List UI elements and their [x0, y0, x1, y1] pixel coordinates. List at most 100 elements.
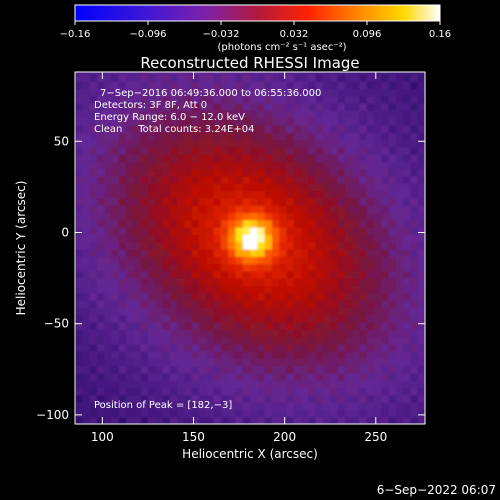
- heatmap-cell: [417, 241, 425, 250]
- heatmap-cell: [140, 372, 149, 381]
- heatmap-cell: [82, 299, 91, 308]
- heatmap-cell: [206, 219, 215, 228]
- heatmap-cell: [352, 329, 360, 338]
- heatmap-cell: [410, 95, 419, 104]
- heatmap-cell: [257, 402, 266, 411]
- heatmap-cell: [301, 270, 309, 279]
- heatmap-cell: [104, 212, 113, 221]
- heatmap-cell: [395, 72, 404, 75]
- heatmap-cell: [89, 117, 98, 126]
- heatmap-cell: [395, 73, 404, 82]
- heatmap-cell: [126, 307, 134, 316]
- heatmap-cell: [264, 183, 273, 192]
- heatmap-cell: [373, 336, 382, 345]
- heatmap-cell: [242, 81, 251, 90]
- heatmap-cell: [191, 358, 200, 367]
- heatmap-cell: [191, 270, 200, 279]
- heatmap-cell: [257, 88, 266, 97]
- heatmap-cell: [359, 307, 368, 316]
- heatmap-cell: [293, 329, 302, 338]
- heatmap-cell: [82, 358, 91, 367]
- heatmap-cell: [111, 241, 120, 250]
- heatmap-cell: [359, 351, 368, 359]
- heatmap-cell: [395, 197, 404, 206]
- heatmap-cell: [162, 248, 171, 257]
- heatmap-cell: [395, 351, 404, 359]
- heatmap-cell: [337, 387, 346, 396]
- heatmap-cell: [359, 321, 368, 330]
- heatmap-cell: [111, 351, 120, 359]
- heatmap-cell: [279, 307, 288, 316]
- heatmap-cell: [250, 278, 258, 286]
- heatmap-cell: [315, 175, 324, 184]
- heatmap-cell: [155, 285, 164, 294]
- heatmap-cell: [169, 336, 178, 345]
- heatmap-cell: [352, 72, 360, 75]
- heatmap-cell: [373, 212, 382, 221]
- heatmap-cell: [366, 95, 375, 104]
- heatmap-cell: [133, 285, 142, 294]
- heatmap-cell: [301, 110, 309, 119]
- heatmap-cell: [147, 117, 156, 126]
- heatmap-cell: [206, 154, 215, 162]
- heatmap-cell: [184, 161, 193, 170]
- heatmap-cell: [337, 372, 346, 381]
- heatmap-cell: [337, 146, 346, 155]
- heatmap-cell: [410, 190, 419, 199]
- heatmap-cell: [220, 380, 229, 389]
- heatmap-cell: [322, 117, 331, 126]
- heatmap-cell: [75, 343, 83, 352]
- heatmap-cell: [410, 256, 419, 265]
- heatmap-cell: [147, 299, 156, 308]
- heatmap-cell: [242, 219, 251, 228]
- heatmap-cell: [352, 88, 360, 97]
- heatmap-cell: [286, 270, 295, 279]
- heatmap-cell: [315, 380, 324, 389]
- heatmap-cell: [126, 314, 134, 323]
- heatmap-cell: [118, 256, 127, 265]
- heatmap-cell: [279, 205, 288, 214]
- heatmap-cell: [228, 72, 237, 75]
- heatmap-cell: [177, 175, 185, 184]
- heatmap-cell: [250, 212, 258, 221]
- heatmap-cell: [322, 139, 331, 148]
- heatmap-cell: [264, 205, 273, 214]
- heatmap-cell: [257, 314, 266, 323]
- heatmap-cell: [213, 117, 222, 126]
- heatmap-cell: [155, 117, 164, 126]
- heatmap-cell: [133, 329, 142, 338]
- heatmap-cell: [366, 336, 375, 345]
- heatmap-cell: [359, 234, 368, 243]
- heatmap-cell: [104, 227, 113, 235]
- heatmap-cell: [198, 270, 207, 279]
- chart-title: Reconstructed RHESSI Image: [140, 54, 359, 72]
- heatmap-cell: [198, 95, 207, 104]
- heatmap-cell: [417, 212, 425, 221]
- heatmap-cell: [366, 394, 375, 403]
- heatmap-cell: [279, 358, 288, 367]
- heatmap-cell: [177, 227, 185, 235]
- heatmap-cell: [147, 132, 156, 141]
- heatmap-cell: [308, 132, 317, 141]
- heatmap-cell: [191, 387, 200, 396]
- heatmap-cell: [359, 402, 368, 411]
- heatmap-cell: [381, 95, 390, 104]
- heatmap-cell: [133, 139, 142, 148]
- heatmap-cell: [235, 205, 244, 214]
- heatmap-cell: [417, 321, 425, 330]
- heatmap-cell: [264, 234, 273, 243]
- heatmap-cell: [417, 351, 425, 359]
- heatmap-cell: [118, 263, 127, 272]
- heatmap-cell: [403, 175, 412, 184]
- heatmap-cell: [315, 372, 324, 381]
- heatmap-cell: [191, 110, 200, 119]
- heatmap-cell: [403, 336, 412, 345]
- heatmap-cell: [395, 409, 404, 418]
- heatmap-cell: [388, 124, 397, 133]
- heatmap-cell: [293, 343, 302, 352]
- heatmap-cell: [177, 314, 185, 323]
- heatmap-cell: [220, 329, 229, 338]
- heatmap-cell: [169, 394, 178, 403]
- heatmap-cell: [169, 88, 178, 97]
- heatmap-cell: [140, 248, 149, 257]
